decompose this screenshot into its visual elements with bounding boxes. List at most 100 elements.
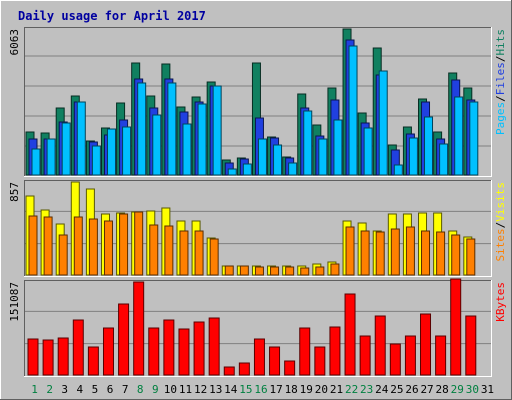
bar-sites-day-9 — [149, 224, 159, 276]
bar-kbytes-day-4 — [72, 319, 84, 376]
bar-kbytes-day-14 — [223, 366, 235, 376]
bar-pages-day-12 — [197, 103, 207, 176]
bar-pages-day-21 — [333, 119, 343, 176]
bar-sites-day-30 — [466, 238, 476, 276]
x-tick-label: 15 — [239, 383, 252, 396]
x-tick-label: 16 — [254, 383, 267, 396]
x-tick-label: 24 — [375, 383, 389, 396]
bar-sites-day-20 — [315, 266, 325, 276]
bar-kbytes-day-18 — [284, 360, 296, 376]
x-tick-label: 12 — [194, 383, 207, 396]
bar-sites-day-6 — [103, 220, 113, 276]
bar-kbytes-day-30 — [465, 315, 477, 376]
bar-pages-day-9 — [152, 114, 162, 176]
x-tick-label: 20 — [315, 383, 328, 396]
x-tick-label: 4 — [77, 383, 84, 396]
bar-kbytes-day-24 — [374, 315, 386, 376]
bar-sites-day-23 — [360, 230, 370, 276]
bar-kbytes-day-2 — [42, 339, 54, 376]
x-tick-label: 17 — [269, 383, 282, 396]
bar-pages-day-29 — [454, 96, 464, 176]
bar-pages-day-18 — [288, 162, 298, 176]
x-tick-label: 13 — [209, 383, 222, 396]
chart-title: Daily usage for April 2017 — [18, 9, 206, 23]
x-tick-label: 25 — [390, 383, 403, 396]
bar-sites-day-1 — [28, 215, 38, 276]
bar-sites-day-7 — [119, 213, 129, 276]
bar-pages-day-5 — [91, 145, 101, 176]
bar-pages-day-8 — [137, 82, 147, 176]
bar-sites-day-27 — [421, 230, 431, 276]
x-tick-label: 27 — [420, 383, 433, 396]
bar-kbytes-day-7 — [118, 303, 130, 376]
bar-kbytes-day-21 — [329, 326, 341, 376]
bar-kbytes-day-16 — [253, 338, 265, 376]
bar-kbytes-day-28 — [435, 335, 447, 376]
bar-sites-day-5 — [88, 218, 98, 276]
x-tick-label: 28 — [436, 383, 449, 396]
bar-sites-day-10 — [164, 225, 174, 276]
bar-pages-day-15 — [242, 163, 252, 176]
bar-sites-day-16 — [254, 266, 264, 276]
bar-pages-day-7 — [122, 126, 132, 176]
y-max-label-kbytes: 151087 — [8, 282, 21, 322]
bar-pages-day-24 — [378, 70, 388, 176]
bar-pages-day-13 — [212, 85, 222, 176]
bar-pages-day-27 — [424, 116, 434, 176]
bar-kbytes-day-13 — [208, 317, 220, 376]
bar-sites-day-18 — [285, 266, 295, 276]
bar-pages-day-22 — [348, 45, 358, 176]
bar-kbytes-day-12 — [193, 321, 205, 376]
bar-pages-day-14 — [227, 168, 237, 176]
bar-pages-day-19 — [303, 110, 313, 176]
x-tick-label: 11 — [179, 383, 192, 396]
x-tick-label: 23 — [360, 383, 373, 396]
x-tick-label: 30 — [466, 383, 479, 396]
bar-kbytes-day-15 — [238, 362, 250, 376]
bar-pages-day-20 — [318, 138, 328, 176]
bar-kbytes-day-26 — [404, 335, 416, 376]
bar-pages-day-3 — [61, 122, 71, 176]
bar-pages-day-10 — [167, 82, 177, 176]
bar-kbytes-day-10 — [163, 319, 175, 376]
bar-sites-day-12 — [194, 230, 204, 276]
x-tick-label: 10 — [164, 383, 177, 396]
legend-entry-files: Files — [494, 62, 507, 95]
bar-sites-day-22 — [345, 226, 355, 276]
bar-pages-day-2 — [46, 138, 56, 176]
x-tick-label: 21 — [330, 383, 343, 396]
x-tick-label: 3 — [61, 383, 68, 396]
bar-sites-day-8 — [134, 211, 144, 276]
bar-sites-day-26 — [405, 226, 415, 276]
legend-separator: / — [494, 56, 507, 63]
x-tick-label: 29 — [451, 383, 464, 396]
x-tick-label: 8 — [137, 383, 144, 396]
x-tick-label: 18 — [285, 383, 298, 396]
y-max-label-hits: 6063 — [8, 29, 21, 56]
x-tick-label: 2 — [46, 383, 53, 396]
legend-entry-pages: Pages — [494, 102, 507, 135]
legend-hits: Pages/Files/Hits — [494, 29, 507, 135]
bar-sites-day-17 — [270, 266, 280, 276]
bar-kbytes-day-23 — [359, 335, 371, 376]
x-tick-label: 6 — [107, 383, 114, 396]
x-tick-label: 7 — [122, 383, 129, 396]
bar-sites-day-24 — [375, 231, 385, 276]
bar-pages-day-23 — [363, 127, 373, 176]
bar-sites-day-19 — [300, 267, 310, 276]
bar-kbytes-day-25 — [389, 343, 401, 376]
bar-pages-day-4 — [76, 101, 86, 176]
panel-kbytes: 151087 KBytes — [8, 278, 507, 377]
bar-pages-day-1 — [31, 148, 41, 176]
bar-kbytes-day-11 — [178, 328, 190, 376]
bar-pages-day-26 — [408, 137, 418, 176]
x-tick-label: 31 — [481, 383, 494, 396]
bar-pages-day-28 — [439, 143, 449, 176]
bar-sites-day-13 — [209, 238, 219, 276]
bar-sites-day-2 — [43, 216, 53, 276]
bar-kbytes-day-1 — [27, 338, 39, 376]
bar-kbytes-day-29 — [450, 278, 462, 376]
bar-sites-day-14 — [224, 265, 234, 276]
